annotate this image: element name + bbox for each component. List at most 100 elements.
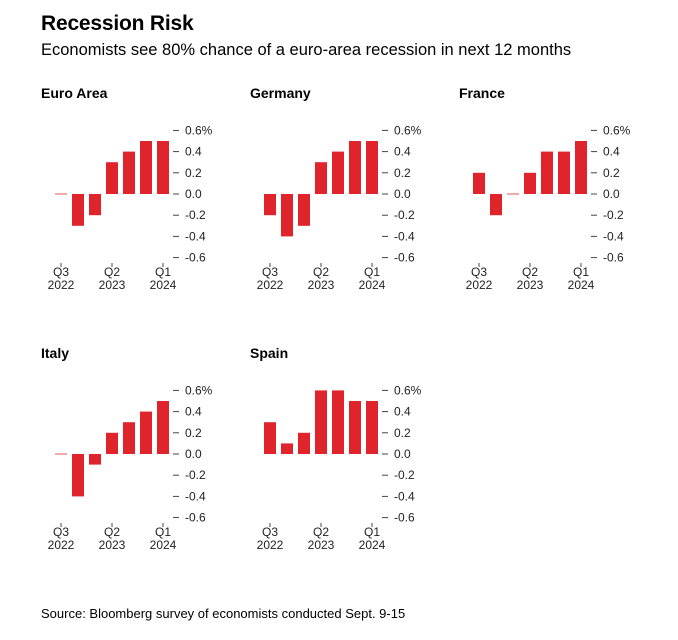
bar	[106, 162, 118, 194]
x-tick-label-year: 2023	[517, 278, 544, 292]
y-tick-label: -0.4	[185, 229, 206, 243]
y-tick-label: 0.2	[394, 426, 411, 440]
bar	[332, 390, 344, 454]
y-tick-label: -0.6	[185, 251, 206, 265]
panel-italy: Italy 0.6% 0.4 0.2 0.0 -0.2 -0.4 -0.6 Q3 2022 Q2 2…	[41, 345, 241, 565]
bar	[558, 151, 570, 194]
x-tick-label-quarter: Q1	[573, 265, 589, 279]
panel-germany: Germany 0.6% 0.4 0.2 0.0 -0.2 -0.4 -0.6 Q3 2022 Q…	[250, 85, 450, 305]
x-tick-label-year: 2022	[48, 538, 75, 552]
chart-subtitle: Economists see 80% chance of a euro-area…	[41, 41, 572, 59]
bar	[123, 422, 135, 454]
y-tick-label: -0.6	[394, 511, 415, 525]
bar	[72, 454, 84, 497]
bar	[541, 151, 553, 194]
source-note: Source: Bloomberg survey of economists c…	[41, 606, 406, 621]
bar	[315, 162, 327, 194]
y-tick-label: 0.6%	[603, 123, 631, 137]
panel-title: Spain	[250, 345, 289, 361]
y-tick-label: 0.0	[394, 447, 411, 461]
y-tick-label: 0.6%	[185, 383, 213, 397]
y-tick-label: 0.6%	[185, 123, 213, 137]
x-tick-label-year: 2024	[150, 538, 177, 552]
bar	[123, 151, 135, 194]
y-tick-label: -0.2	[603, 208, 624, 222]
bar	[366, 401, 378, 454]
bar	[89, 194, 101, 216]
y-tick-label: 0.2	[394, 166, 411, 180]
x-tick-label-quarter: Q2	[522, 265, 538, 279]
y-tick-label: -0.6	[603, 251, 624, 265]
x-tick-label-year: 2024	[359, 538, 386, 552]
y-tick-label: -0.2	[394, 468, 415, 482]
y-tick-label: -0.4	[394, 489, 415, 503]
y-tick-label: 0.2	[603, 166, 620, 180]
bar	[106, 432, 118, 454]
x-tick-label-quarter: Q2	[313, 265, 329, 279]
y-tick-label: 0.0	[185, 447, 202, 461]
panel-title: France	[459, 85, 505, 101]
x-tick-label-year: 2024	[568, 278, 595, 292]
x-tick-label-quarter: Q3	[262, 525, 278, 539]
x-tick-label-year: 2022	[257, 538, 284, 552]
y-tick-label: -0.2	[185, 208, 206, 222]
bar	[349, 141, 361, 194]
bar	[490, 194, 502, 216]
x-tick-label-quarter: Q3	[53, 265, 69, 279]
bar	[157, 141, 169, 194]
x-tick-label-quarter: Q3	[262, 265, 278, 279]
bar	[349, 401, 361, 454]
y-tick-label: -0.6	[185, 511, 206, 525]
y-tick-label: -0.2	[394, 208, 415, 222]
bar	[575, 141, 587, 194]
y-tick-label: -0.6	[394, 251, 415, 265]
x-tick-label-quarter: Q1	[364, 265, 380, 279]
panel-title: Germany	[250, 85, 311, 101]
bar	[140, 141, 152, 194]
x-tick-label-year: 2023	[308, 538, 335, 552]
bar	[281, 443, 293, 454]
panel-spain: Spain 0.6% 0.4 0.2 0.0 -0.2 -0.4 -0.6 Q3 2022 Q2 2…	[250, 345, 450, 565]
y-tick-label: 0.0	[185, 187, 202, 201]
y-tick-label: 0.2	[185, 166, 202, 180]
bar	[473, 172, 485, 194]
y-tick-label: 0.4	[394, 405, 411, 419]
panel-title: Euro Area	[41, 85, 108, 101]
y-tick-label: 0.0	[603, 187, 620, 201]
bar	[89, 454, 101, 465]
bar	[524, 172, 536, 194]
y-tick-label: 0.4	[394, 145, 411, 159]
y-tick-label: 0.4	[185, 405, 202, 419]
x-tick-label-quarter: Q2	[104, 525, 120, 539]
chart-title: Recession Risk	[41, 12, 194, 35]
x-tick-label-year: 2023	[99, 278, 126, 292]
x-tick-label-year: 2023	[308, 278, 335, 292]
y-tick-label: 0.0	[394, 187, 411, 201]
bar	[140, 411, 152, 454]
x-tick-label-year: 2022	[48, 278, 75, 292]
bar	[281, 194, 293, 237]
y-tick-label: -0.4	[185, 489, 206, 503]
y-tick-label: 0.4	[185, 145, 202, 159]
bar	[298, 194, 310, 226]
bar	[366, 141, 378, 194]
x-tick-label-quarter: Q1	[364, 525, 380, 539]
x-tick-label-quarter: Q3	[471, 265, 487, 279]
x-tick-label-year: 2022	[466, 278, 493, 292]
y-tick-label: 0.6%	[394, 123, 422, 137]
bar	[72, 194, 84, 226]
y-tick-label: -0.4	[394, 229, 415, 243]
bar	[315, 390, 327, 454]
panel-france: France 0.6% 0.4 0.2 0.0 -0.2 -0.4 -0.6 Q3 2022 Q2…	[459, 85, 659, 305]
x-tick-label-year: 2023	[99, 538, 126, 552]
bar	[264, 422, 276, 454]
x-tick-label-quarter: Q1	[155, 265, 171, 279]
x-tick-label-quarter: Q3	[53, 525, 69, 539]
y-tick-label: 0.2	[185, 426, 202, 440]
bar	[332, 151, 344, 194]
bar	[157, 401, 169, 454]
